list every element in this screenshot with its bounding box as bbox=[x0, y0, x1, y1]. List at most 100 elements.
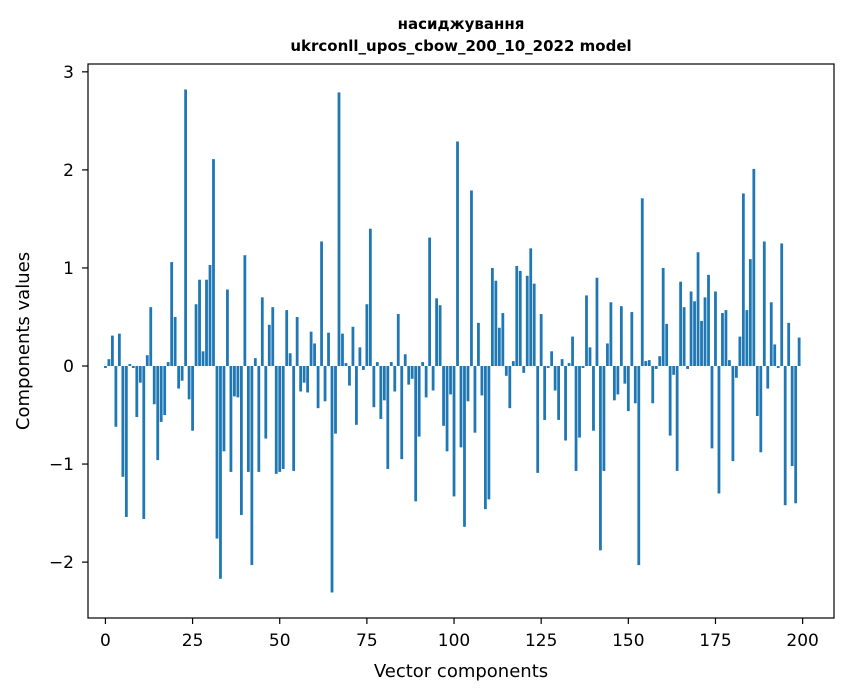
bar-component-9 bbox=[135, 366, 139, 417]
bar-component-172 bbox=[703, 297, 707, 367]
bar-component-59 bbox=[309, 331, 313, 366]
bar-component-54 bbox=[292, 366, 296, 471]
bar-component-12 bbox=[145, 355, 149, 367]
bar-component-51 bbox=[281, 366, 285, 469]
bar-component-105 bbox=[470, 190, 473, 367]
bar-component-146 bbox=[612, 366, 616, 401]
y-axis-ticks: −2 −1 0 1 2 3 bbox=[49, 63, 88, 573]
bar-component-20 bbox=[173, 316, 177, 367]
bar-component-19 bbox=[170, 262, 174, 367]
bar-component-159 bbox=[658, 356, 662, 367]
bar-component-5 bbox=[121, 366, 125, 477]
bar-component-55 bbox=[295, 316, 299, 367]
bar-component-97 bbox=[442, 366, 445, 426]
bar-component-95 bbox=[435, 298, 438, 367]
bar-component-28 bbox=[201, 351, 205, 367]
bar-component-118 bbox=[515, 265, 519, 366]
bar-component-49 bbox=[274, 366, 278, 474]
bar-component-34 bbox=[222, 366, 226, 452]
bar-component-50 bbox=[278, 366, 282, 472]
bar-component-80 bbox=[382, 366, 386, 401]
bar-component-182 bbox=[738, 336, 742, 367]
bar-component-73 bbox=[358, 347, 362, 366]
y-tick-label: −2 bbox=[49, 553, 74, 573]
x-tick-label: 100 bbox=[438, 631, 470, 651]
bar-component-103 bbox=[463, 366, 466, 527]
bar-component-116 bbox=[508, 366, 512, 409]
bar-component-26 bbox=[194, 304, 198, 366]
bar-component-10 bbox=[138, 366, 142, 383]
bar-component-4 bbox=[117, 333, 121, 367]
bar-component-61 bbox=[316, 366, 320, 409]
bar-component-108 bbox=[480, 366, 484, 396]
bar-component-186 bbox=[752, 168, 756, 367]
bar-component-77 bbox=[372, 366, 376, 408]
bar-component-74 bbox=[362, 366, 365, 370]
x-tick-label: 125 bbox=[525, 631, 557, 651]
bar-component-53 bbox=[288, 353, 292, 367]
bar-component-165 bbox=[679, 281, 683, 367]
bar-component-82 bbox=[389, 362, 393, 366]
bar-component-188 bbox=[759, 366, 763, 453]
bar-component-130 bbox=[557, 366, 560, 420]
bar-component-46 bbox=[264, 366, 268, 439]
bar-component-111 bbox=[490, 267, 494, 366]
bar-component-169 bbox=[693, 301, 696, 367]
x-tick-label: 25 bbox=[182, 631, 204, 651]
x-tick-label: 150 bbox=[612, 631, 644, 651]
bar-component-140 bbox=[592, 366, 595, 431]
bar-component-101 bbox=[456, 141, 459, 366]
bar-component-152 bbox=[633, 366, 637, 404]
bar-component-114 bbox=[501, 313, 505, 366]
bar-component-71 bbox=[351, 326, 355, 366]
bar-component-13 bbox=[149, 307, 153, 366]
bar-component-7 bbox=[128, 364, 132, 366]
bar-component-149 bbox=[623, 366, 627, 384]
bar-component-99 bbox=[449, 366, 452, 395]
bar-component-132 bbox=[564, 366, 567, 441]
bar-component-24 bbox=[187, 366, 191, 400]
bar-component-135 bbox=[574, 366, 578, 471]
bars-group bbox=[104, 89, 801, 593]
bar-component-134 bbox=[571, 336, 574, 367]
bar-component-148 bbox=[619, 306, 623, 366]
bar-component-133 bbox=[567, 363, 571, 366]
bar-component-168 bbox=[689, 291, 693, 366]
bar-component-67 bbox=[337, 92, 341, 367]
bar-component-150 bbox=[626, 366, 630, 412]
bar-component-161 bbox=[665, 323, 669, 366]
bar-component-171 bbox=[700, 320, 703, 366]
x-tick-label: 0 bbox=[100, 631, 111, 651]
bar-component-35 bbox=[226, 289, 229, 366]
bar-component-179 bbox=[728, 360, 731, 366]
bar-component-2 bbox=[111, 335, 114, 367]
bar-component-15 bbox=[156, 366, 160, 461]
bar-component-163 bbox=[672, 366, 676, 375]
y-tick-label: 2 bbox=[63, 161, 74, 181]
bar-component-63 bbox=[323, 366, 327, 402]
bar-component-14 bbox=[152, 366, 156, 405]
bar-component-66 bbox=[334, 366, 337, 434]
bar-component-85 bbox=[400, 366, 404, 460]
bar-component-37 bbox=[233, 366, 236, 397]
bar-component-194 bbox=[780, 243, 784, 367]
x-tick-label: 200 bbox=[786, 631, 818, 651]
bar-component-75 bbox=[365, 304, 369, 366]
bar-component-173 bbox=[707, 274, 710, 366]
bar-component-181 bbox=[735, 366, 738, 378]
bar-component-199 bbox=[797, 337, 801, 367]
bar-component-31 bbox=[212, 159, 215, 366]
bar-component-22 bbox=[180, 366, 184, 381]
bar-component-156 bbox=[647, 360, 651, 366]
bar-component-91 bbox=[421, 362, 425, 366]
bar-component-143 bbox=[602, 366, 606, 471]
bar-component-153 bbox=[637, 366, 641, 566]
bar-component-48 bbox=[271, 307, 275, 366]
bar-component-123 bbox=[532, 283, 536, 366]
bar-component-191 bbox=[769, 302, 773, 366]
bar-component-189 bbox=[762, 241, 766, 367]
bar-component-58 bbox=[306, 366, 310, 393]
bar-component-157 bbox=[651, 366, 655, 404]
bar-component-162 bbox=[668, 366, 672, 436]
